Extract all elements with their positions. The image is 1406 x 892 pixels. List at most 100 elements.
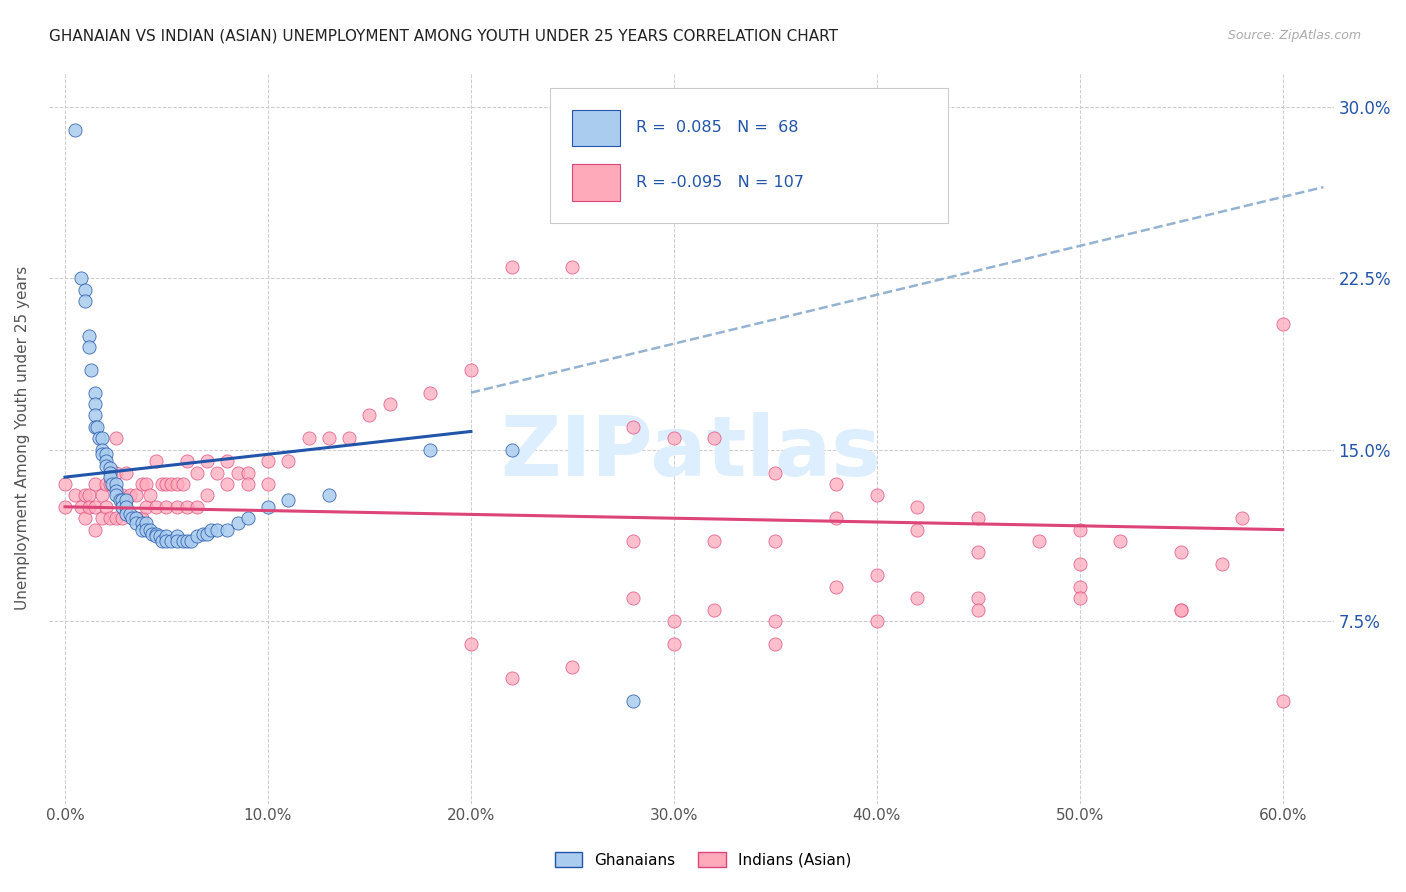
Point xyxy=(257,454,280,468)
Point xyxy=(98,466,121,480)
Point xyxy=(131,516,153,530)
Point xyxy=(139,523,162,537)
Point xyxy=(561,659,583,673)
Point xyxy=(135,477,157,491)
Point xyxy=(703,602,725,616)
Point xyxy=(90,488,112,502)
Point xyxy=(419,442,441,457)
Text: Source: ZipAtlas.com: Source: ZipAtlas.com xyxy=(1227,29,1361,42)
Point xyxy=(825,477,848,491)
Point xyxy=(621,420,644,434)
Point xyxy=(205,466,228,480)
Point xyxy=(98,511,121,525)
Point xyxy=(236,511,259,525)
Point xyxy=(145,527,167,541)
Point xyxy=(121,511,143,525)
Point xyxy=(166,529,188,543)
Point xyxy=(94,458,117,473)
Point xyxy=(104,477,127,491)
Point xyxy=(460,363,482,377)
Point xyxy=(967,511,990,525)
Point xyxy=(84,500,107,514)
Point xyxy=(217,454,239,468)
Legend: Ghanaians, Indians (Asian): Ghanaians, Indians (Asian) xyxy=(548,846,858,873)
Point xyxy=(141,527,163,541)
Point xyxy=(1109,534,1132,549)
Point xyxy=(866,488,889,502)
Point xyxy=(236,466,259,480)
Point xyxy=(460,637,482,651)
Point xyxy=(90,431,112,445)
Point xyxy=(53,477,76,491)
Point xyxy=(94,454,117,468)
Point xyxy=(84,420,107,434)
Point xyxy=(825,580,848,594)
Point xyxy=(378,397,401,411)
Point xyxy=(125,511,148,525)
Point xyxy=(84,385,107,400)
Point xyxy=(75,488,97,502)
Point xyxy=(277,492,299,507)
Point xyxy=(118,488,141,502)
Point xyxy=(98,461,121,475)
Point xyxy=(186,529,208,543)
Point xyxy=(89,431,111,445)
Point xyxy=(1028,534,1050,549)
Point xyxy=(763,534,786,549)
Bar xyxy=(572,110,620,146)
Point xyxy=(217,523,239,537)
Point xyxy=(115,492,138,507)
Point xyxy=(84,523,107,537)
FancyBboxPatch shape xyxy=(550,87,948,223)
Point xyxy=(318,431,340,445)
Text: GHANAIAN VS INDIAN (ASIAN) UNEMPLOYMENT AMONG YOUTH UNDER 25 YEARS CORRELATION C: GHANAIAN VS INDIAN (ASIAN) UNEMPLOYMENT … xyxy=(49,29,838,44)
Point xyxy=(907,523,929,537)
Point xyxy=(866,614,889,628)
Point xyxy=(763,637,786,651)
Point xyxy=(967,591,990,606)
Point xyxy=(94,447,117,461)
Point xyxy=(297,431,319,445)
Point xyxy=(195,527,218,541)
Point xyxy=(257,477,280,491)
Point xyxy=(703,534,725,549)
Point xyxy=(866,568,889,582)
Point xyxy=(111,500,134,514)
Point xyxy=(149,529,172,543)
Point xyxy=(111,492,134,507)
Point xyxy=(159,534,181,549)
Point xyxy=(104,431,127,445)
Point xyxy=(1069,580,1091,594)
Point xyxy=(621,694,644,708)
Point xyxy=(1230,511,1253,525)
Point xyxy=(359,409,381,423)
Point xyxy=(118,507,141,521)
Point xyxy=(115,500,138,514)
Point xyxy=(763,466,786,480)
Point xyxy=(825,511,848,525)
Point xyxy=(145,529,167,543)
Point xyxy=(139,488,162,502)
Point xyxy=(257,500,280,514)
Point xyxy=(125,488,148,502)
Point xyxy=(337,431,360,445)
Point xyxy=(217,477,239,491)
Point xyxy=(621,591,644,606)
Point xyxy=(135,500,157,514)
Point xyxy=(176,500,198,514)
Point xyxy=(1211,557,1233,571)
Point xyxy=(1170,545,1192,559)
Text: ZIPatlas: ZIPatlas xyxy=(501,412,882,493)
Point xyxy=(94,477,117,491)
Point xyxy=(1069,591,1091,606)
Point xyxy=(1170,602,1192,616)
Point xyxy=(501,442,523,457)
Point xyxy=(98,477,121,491)
Point xyxy=(135,516,157,530)
Point xyxy=(662,431,685,445)
Point xyxy=(108,492,131,507)
Point xyxy=(152,477,174,491)
Point xyxy=(191,527,214,541)
Point xyxy=(205,523,228,537)
Point xyxy=(111,488,134,502)
